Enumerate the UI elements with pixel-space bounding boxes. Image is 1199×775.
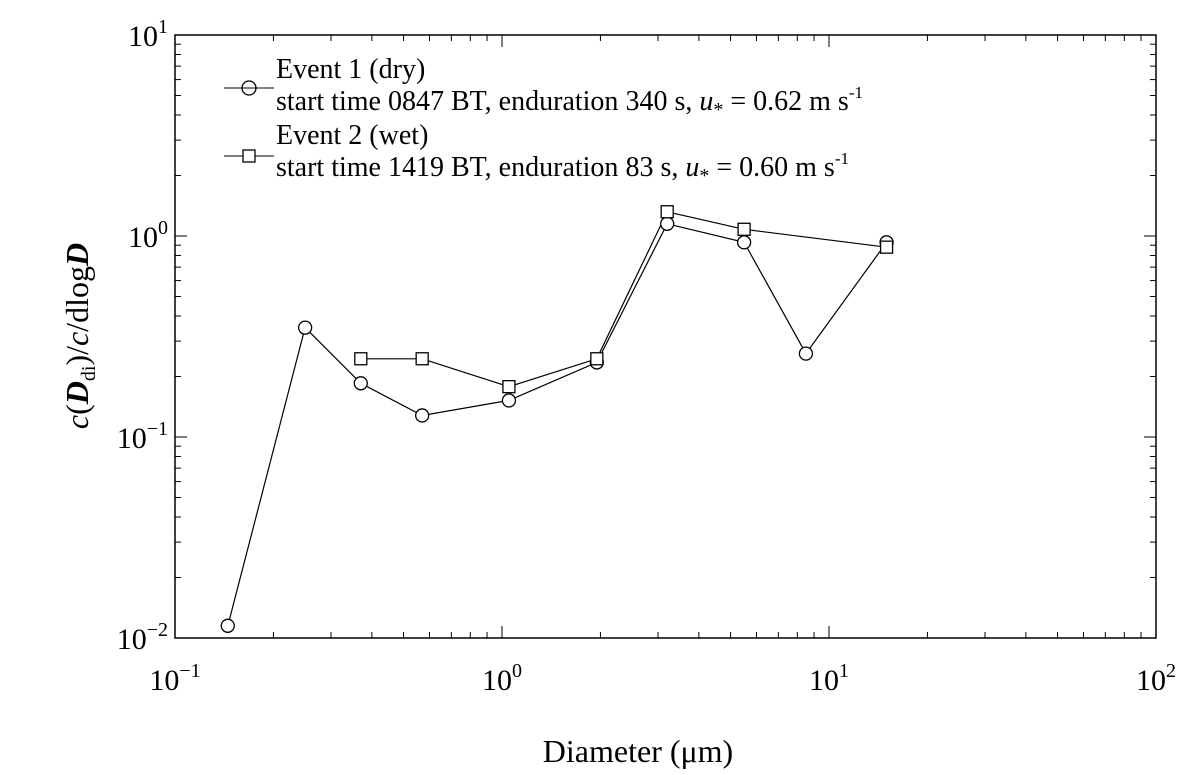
x-axis-title: Diameter (μm): [543, 733, 733, 769]
series-group: [220, 205, 894, 633]
x-tick-label: 10−1: [149, 660, 200, 697]
y-tick-labels: 10−2 10−1 100 101: [117, 16, 168, 656]
data-point-square: [502, 380, 516, 394]
legend-marker-square-icon: [242, 149, 256, 163]
legend-label-event-1: Event 1 (dry): [276, 54, 425, 85]
y-title-sub: di: [78, 365, 100, 381]
y-title-close: ): [59, 355, 95, 366]
data-point-circle: [736, 235, 752, 250]
data-point-circle: [501, 393, 517, 408]
y-title-c2: c: [59, 332, 95, 346]
y-title-c1: c: [59, 415, 95, 429]
data-point-square: [590, 352, 604, 366]
y-title-D2: D: [59, 243, 95, 267]
data-point-square: [660, 205, 674, 219]
legend: Event 1 (dry) start time 0847 BT, endura…: [224, 54, 863, 187]
y-title-dlog: dlog: [59, 266, 95, 323]
data-point-square: [354, 352, 368, 366]
plot-frame: [174, 34, 1157, 639]
x-tick-label: 100: [482, 660, 522, 697]
data-point-circle: [220, 618, 235, 633]
legend-entry-event-2: Event 2 (wet) start time 1419 BT, endura…: [224, 120, 849, 187]
data-point-circle: [798, 346, 814, 361]
data-point-square: [879, 240, 894, 254]
x-tick-label: 101: [809, 660, 849, 697]
legend-detail-event-2: start time 1419 BT, enduration 83 s, u* …: [276, 149, 849, 187]
y-title-open: (: [59, 404, 95, 415]
y-tick-label: 100: [128, 217, 168, 254]
legend-marker-circle-icon: [241, 80, 257, 96]
y-axis-title: c(Ddi)/c/dlogD: [59, 243, 100, 429]
y-tick-label: 101: [128, 16, 168, 53]
y-tick-label: 10−2: [117, 619, 168, 656]
y-tick-label: 10−1: [117, 418, 168, 455]
data-point-square: [737, 222, 751, 236]
x-tick-label: 102: [1136, 660, 1176, 697]
legend-entry-event-1: Event 1 (dry) start time 0847 BT, endura…: [224, 54, 863, 121]
series-line-1: [227, 223, 888, 626]
y-title-slash2: /: [59, 323, 95, 332]
data-point-circle: [353, 376, 368, 391]
legend-detail-event-1: start time 0847 BT, enduration 340 s, u*…: [276, 83, 863, 121]
data-point-circle: [415, 408, 430, 423]
y-title-slash1: /: [59, 346, 95, 355]
y-title-D: D: [59, 381, 95, 405]
x-tick-labels: 10−1 100 101 102: [149, 660, 1176, 697]
data-point-circle: [297, 320, 313, 335]
legend-label-event-2: Event 2 (wet): [276, 120, 428, 151]
tick-marks: [175, 35, 1156, 638]
data-point-square: [415, 352, 429, 366]
data-point-circle: [660, 216, 675, 231]
